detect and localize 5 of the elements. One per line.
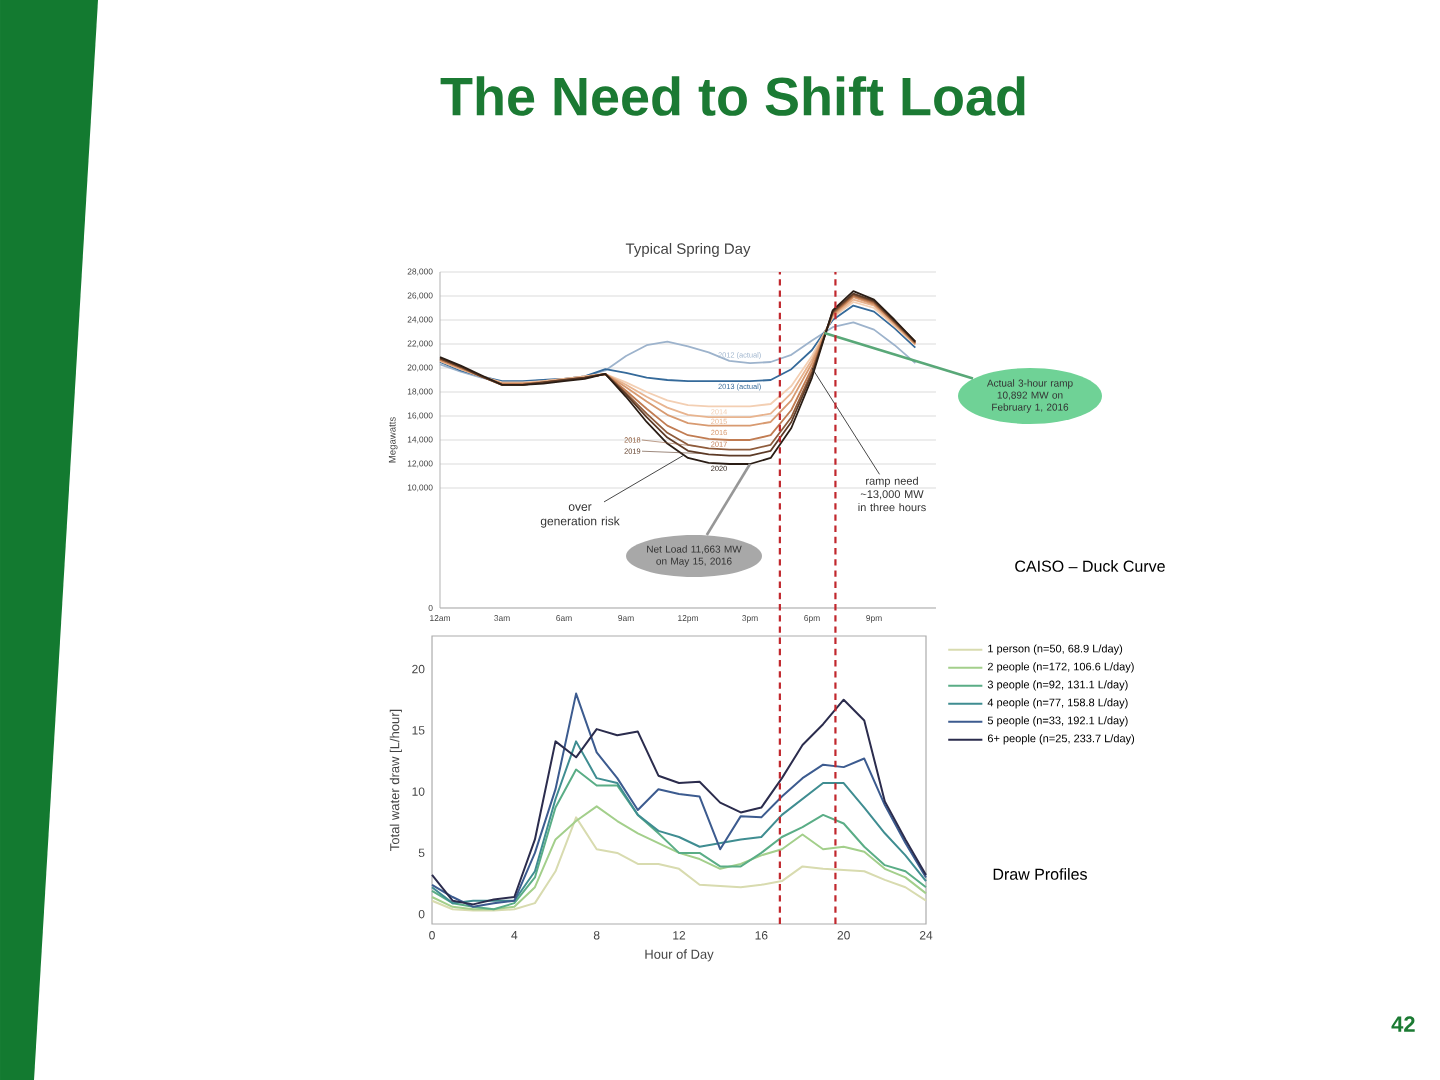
text: Draw Profiles (993, 868, 1087, 880)
text: 42 (1391, 1016, 1415, 1032)
text: The Need to Shift Load (440, 76, 1025, 116)
line-series (431, 768, 927, 911)
text: CAISO – Duck Curve (1015, 560, 1165, 572)
